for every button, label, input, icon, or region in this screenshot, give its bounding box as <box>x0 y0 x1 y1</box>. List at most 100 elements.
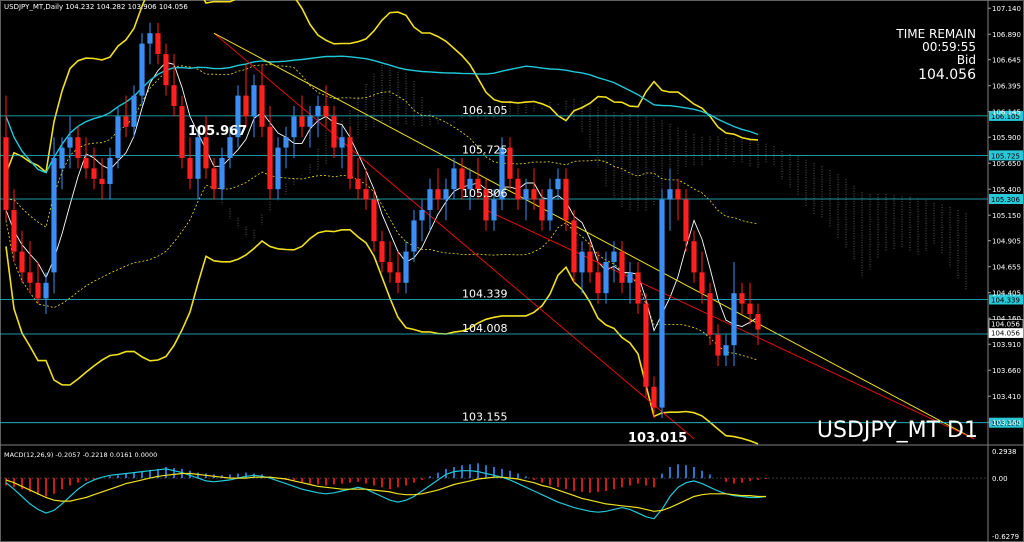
candle-body <box>275 147 281 190</box>
level-tag-bg <box>989 150 1023 161</box>
candle-body <box>563 178 569 221</box>
level-label: 104.008 <box>462 322 508 335</box>
level-tag-bg <box>989 417 1023 428</box>
candle-body <box>171 85 177 106</box>
candle-body <box>59 147 65 169</box>
candle-body <box>443 189 449 200</box>
trend-line-upper <box>213 32 975 440</box>
candle-body <box>195 137 201 179</box>
trend-line-mid <box>485 209 975 440</box>
candle-body <box>427 189 433 210</box>
macd-signal <box>5 472 766 512</box>
y-tick-label: 105.650 <box>992 160 1021 168</box>
y-tick-label: 103.160 <box>992 419 1021 427</box>
candle-body <box>491 199 497 221</box>
candle-body <box>371 199 377 242</box>
candle-body <box>507 147 513 179</box>
candle-body <box>259 85 265 127</box>
candle-body <box>51 158 57 273</box>
bid-label: Bid <box>957 53 976 67</box>
time-remain-label: TIME REMAIN <box>895 27 976 41</box>
candle-body <box>323 106 329 117</box>
candle-body <box>675 189 681 200</box>
y-tick-label: 106.645 <box>992 57 1021 65</box>
y-tick-label: 107.140 <box>992 5 1021 13</box>
candle-body <box>291 116 297 138</box>
candle-body <box>483 189 489 221</box>
candle-body <box>75 137 81 158</box>
candle-body <box>739 293 745 304</box>
macd-line <box>5 468 767 520</box>
level-label: 105.725 <box>462 143 508 156</box>
candle-body <box>91 168 97 179</box>
bollinger-upper-1 <box>6 64 759 228</box>
candle-body <box>83 158 89 169</box>
bollinger-lower-1 <box>5 171 759 361</box>
trend-line-lower <box>213 32 695 440</box>
y-tick-label: 104.405 <box>992 290 1021 298</box>
candle-body <box>667 189 673 200</box>
chart-symbol-header: USDJPY_MT,Daily 104.232 104.282 103.906 … <box>4 3 188 11</box>
candle-body <box>419 210 425 221</box>
y-tick-label: 106.890 <box>992 31 1021 39</box>
level-tag: 106.105 <box>991 113 1020 121</box>
level-tag: 104.339 <box>991 297 1020 305</box>
candle-body <box>683 199 689 242</box>
candle-body <box>219 158 225 190</box>
candle-body <box>555 178 561 190</box>
level-tag: 105.306 <box>991 196 1020 204</box>
candle-body <box>211 168 217 190</box>
macd-tick-label: 0.00 <box>992 475 1008 483</box>
bid-tag: 104.056 <box>991 321 1020 329</box>
level-tag-bg <box>989 294 1023 305</box>
candle-body <box>299 116 305 127</box>
candle-body <box>283 137 289 148</box>
candle-body <box>179 106 185 158</box>
bollinger-upper <box>5 0 759 174</box>
candle-body <box>155 33 161 54</box>
candle-body <box>99 178 105 184</box>
candle-body <box>147 33 153 44</box>
level-label: 106.105 <box>462 104 508 117</box>
candle-body <box>35 282 41 299</box>
candle-body <box>475 178 481 190</box>
candle-body <box>11 210 17 252</box>
candle-body <box>619 251 625 283</box>
candle-body <box>243 95 249 117</box>
candle-body <box>139 43 145 96</box>
y-tick-label: 105.900 <box>992 134 1021 142</box>
candle-body <box>515 178 521 200</box>
y-tick-label: 103.910 <box>992 341 1021 349</box>
candle-body <box>571 220 577 273</box>
candle-body <box>331 116 337 148</box>
candle-body <box>123 116 129 127</box>
candle-body <box>235 95 241 138</box>
candle-body <box>707 293 713 335</box>
level-label: 105.306 <box>462 187 508 200</box>
candle-body <box>499 147 505 200</box>
price-labels: 106.105 105.725 105.306 104.339 104.008 103.1… <box>188 104 687 446</box>
macd-tick-label: -0.6279 <box>992 533 1019 541</box>
time-remain-value: 00:59:55 <box>922 40 976 54</box>
y-tick-label: 103.660 <box>992 367 1021 375</box>
macd-tick-label: 0.2938 <box>992 448 1017 456</box>
bid-value: 104.056 <box>918 67 976 83</box>
indicator-lines <box>5 0 975 445</box>
candle-body <box>531 189 537 200</box>
candle-body <box>603 262 609 294</box>
y-tick-label: 106.395 <box>992 83 1021 91</box>
candle-body <box>267 126 273 190</box>
level-label: 103.155 <box>462 411 508 424</box>
candle-body <box>691 241 697 273</box>
candle-body <box>27 272 33 283</box>
candle-body <box>731 293 737 346</box>
candle-body <box>203 137 209 169</box>
candle-body <box>107 158 113 184</box>
y-tick-label: 106.145 <box>992 109 1021 117</box>
candle-body <box>611 251 617 262</box>
candle-body <box>699 272 705 294</box>
candle-body <box>451 168 457 190</box>
level-tag: 105.725 <box>991 152 1020 160</box>
symbol-watermark: USDJPY_MT D1 <box>817 418 978 443</box>
